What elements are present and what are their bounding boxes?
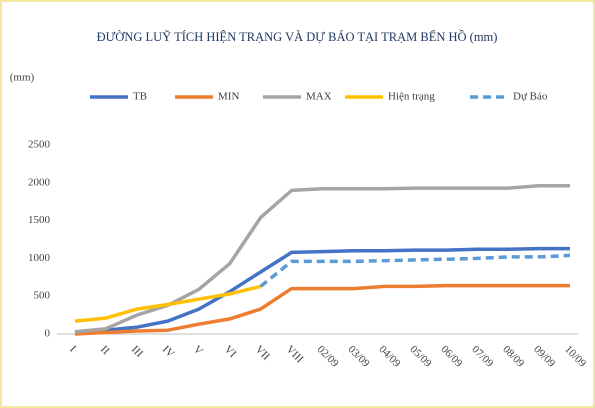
legend-label: MIN <box>218 91 239 103</box>
series-line <box>74 184 570 334</box>
x-tick-label: I <box>67 343 78 354</box>
y-tick-label: 1500 <box>28 214 51 226</box>
y-tick-label: 0 <box>45 328 51 340</box>
y-axis-label: (mm) <box>10 72 35 84</box>
legend-label: MAX <box>306 91 332 103</box>
series-line <box>74 246 570 335</box>
legend-label: TB <box>133 91 147 103</box>
y-tick-label: 2500 <box>28 139 51 151</box>
legend-label: Dự Báo <box>513 91 548 103</box>
y-tick-label: 1000 <box>28 252 51 264</box>
series-line <box>259 253 571 288</box>
series-line <box>74 283 570 336</box>
y-tick-label: 500 <box>34 290 51 302</box>
legend-label: Hiện trạng <box>388 91 435 103</box>
series-line <box>74 284 262 323</box>
y-tick-label: 2000 <box>28 176 51 188</box>
chart-title: ĐƯỜNG LUỸ TÍCH HIỆN TRẠNG VÀ DỰ BÁO TẠI … <box>97 29 498 44</box>
